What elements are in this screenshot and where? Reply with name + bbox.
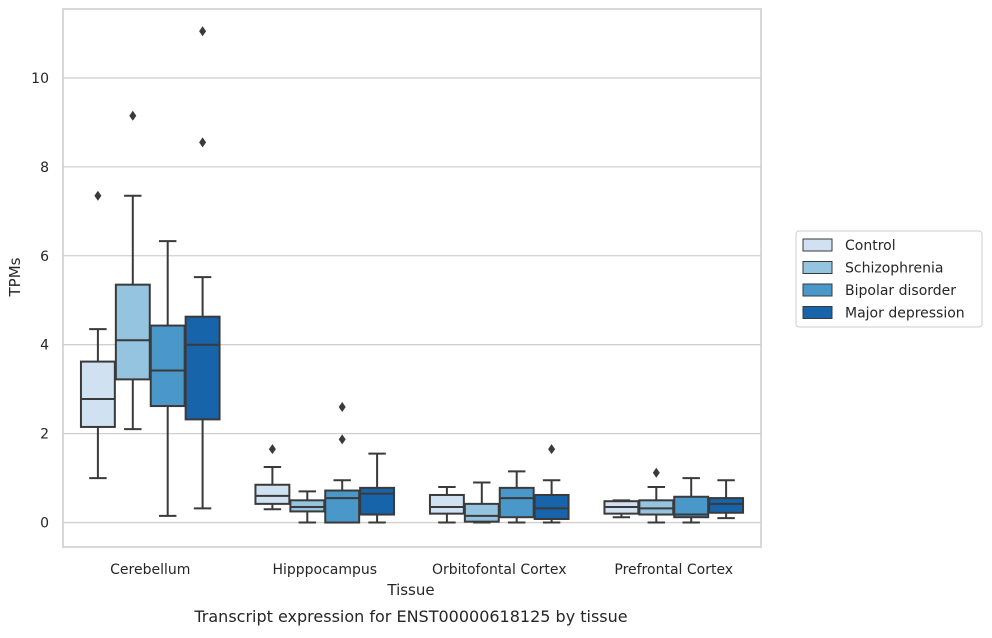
- outlier-point: [652, 467, 660, 478]
- box-3-3: [708, 479, 745, 520]
- box-iqr: [184, 315, 221, 421]
- legend: Control Schizophrenia Bipolar disorder Majo…: [795, 230, 983, 328]
- box-iqr: [708, 497, 745, 514]
- box-iqr: [289, 499, 326, 513]
- box-1-0: [254, 444, 291, 511]
- box-iqr: [149, 324, 186, 408]
- x-tick-label: Cerebellum: [110, 562, 190, 578]
- box-3-2: [673, 477, 710, 524]
- legend-label: Schizophrenia: [845, 261, 943, 277]
- box-2-0: [428, 485, 465, 524]
- box-1-2: [324, 401, 361, 524]
- box-0-1: [114, 110, 151, 431]
- x-axis-label: Tissue: [386, 581, 434, 599]
- outlier-point: [199, 137, 207, 148]
- legend-swatch: [802, 283, 833, 297]
- x-tick-labels: Cerebellum Hipppocampus Orbitofontal Corte…: [110, 562, 733, 578]
- box-iqr: [498, 486, 535, 519]
- outlier-point: [129, 110, 137, 121]
- outlier-point: [94, 190, 102, 201]
- legend-swatch: [802, 238, 833, 252]
- legend-swatch: [802, 306, 833, 319]
- box-2-3: [533, 444, 570, 524]
- box-0-2: [149, 240, 186, 517]
- box-1-3: [359, 452, 396, 524]
- chart-title: Transcript expression for ENST0000061812…: [193, 607, 627, 626]
- y-tick-label: 8: [40, 160, 49, 176]
- box-iqr: [324, 489, 361, 524]
- legend-label: Control: [845, 238, 896, 254]
- outlier-point: [548, 444, 556, 455]
- box-3-1: [638, 467, 675, 524]
- outlier-point: [338, 401, 346, 412]
- outlier-point: [268, 444, 276, 455]
- box-iqr: [359, 486, 396, 516]
- box-iqr: [428, 493, 465, 515]
- legend-swatch: [802, 261, 833, 274]
- outlier-point: [199, 26, 207, 37]
- y-tick-label: 4: [40, 338, 49, 354]
- box-2-2: [498, 470, 535, 524]
- y-axis-label: TPMs: [6, 257, 24, 297]
- x-tick-label: Orbitofontal Cortex: [432, 562, 567, 578]
- y-tick-labels: 0 2 4 6 8 10: [31, 71, 49, 532]
- x-tick-label: Prefrontal Cortex: [614, 562, 733, 578]
- y-tick-label: 0: [40, 516, 49, 532]
- y-tick-label: 2: [40, 427, 49, 443]
- plot-frame: [62, 8, 762, 548]
- x-tick-label: Hipppocampus: [272, 562, 377, 578]
- legend-label: Major depression: [845, 306, 965, 322]
- box-iqr: [79, 360, 116, 428]
- box-iqr: [114, 283, 151, 381]
- box-iqr: [673, 495, 710, 519]
- box-iqr: [533, 493, 570, 520]
- y-tick-label: 6: [40, 249, 49, 265]
- outlier-point: [338, 434, 346, 445]
- box-3-0: [603, 499, 640, 519]
- box-0-0: [79, 190, 116, 480]
- box-iqr: [254, 483, 291, 505]
- legend-frame: [795, 230, 983, 328]
- box-0-3: [184, 26, 221, 510]
- box-iqr: [463, 502, 500, 523]
- box-1-1: [289, 490, 326, 524]
- legend-label: Bipolar disorder: [845, 283, 956, 299]
- box-2-1: [463, 481, 500, 524]
- boxes-layer: [79, 26, 745, 524]
- y-tick-label: 10: [31, 71, 49, 87]
